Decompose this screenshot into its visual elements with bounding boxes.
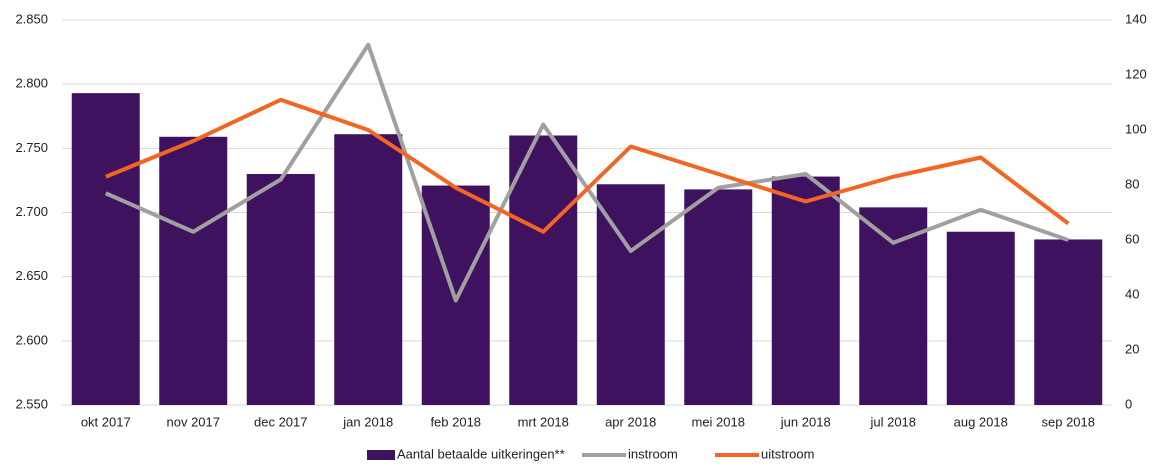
bar: [1034, 239, 1103, 405]
y2-tick-label: 140: [1125, 11, 1147, 26]
y2-tick-label: 120: [1125, 66, 1147, 81]
x-tick-label: mrt 2018: [518, 414, 569, 429]
x-tick-label: jul 2018: [869, 414, 916, 429]
x-tick-label: feb 2018: [430, 414, 481, 429]
legend-label: instroom: [628, 446, 678, 461]
y-tick-label: 2.850: [15, 11, 48, 26]
x-tick-label: dec 2017: [254, 414, 308, 429]
x-tick-label: apr 2018: [605, 414, 656, 429]
y2-tick-label: 80: [1125, 176, 1139, 191]
y2-tick-label: 20: [1125, 341, 1139, 356]
legend-swatch: [367, 450, 395, 460]
bar: [946, 231, 1015, 405]
bar: [771, 176, 840, 405]
y-tick-label: 2.600: [15, 332, 48, 347]
x-tick-label: mei 2018: [692, 414, 745, 429]
bar: [246, 174, 315, 405]
y2-tick-label: 60: [1125, 231, 1139, 246]
y-tick-label: 2.750: [15, 140, 48, 155]
x-tick-label: nov 2017: [167, 414, 221, 429]
x-tick-label: okt 2017: [81, 414, 131, 429]
bar: [859, 207, 928, 405]
y2-tick-label: 100: [1125, 121, 1147, 136]
x-tick-label: sep 2018: [1042, 414, 1096, 429]
y2-tick-label: 40: [1125, 286, 1139, 301]
x-tick-label: jan 2018: [342, 414, 393, 429]
bar: [509, 135, 578, 405]
y2-tick-label: 0: [1125, 396, 1132, 411]
x-tick-label: jun 2018: [780, 414, 831, 429]
line-series: [104, 97, 1070, 234]
legend-label: uitstroom: [761, 446, 814, 461]
bar: [334, 134, 403, 405]
bar: [684, 189, 753, 405]
y-tick-label: 2.700: [15, 204, 48, 219]
x-tick-label: aug 2018: [954, 414, 1008, 429]
y-tick-label: 2.800: [15, 76, 48, 91]
bar: [159, 136, 228, 406]
y-tick-label: 2.650: [15, 268, 48, 283]
y-tick-label: 2.550: [15, 396, 48, 411]
legend-label: Aantal betaalde uitkeringen**: [397, 446, 565, 461]
bar: [71, 93, 140, 406]
